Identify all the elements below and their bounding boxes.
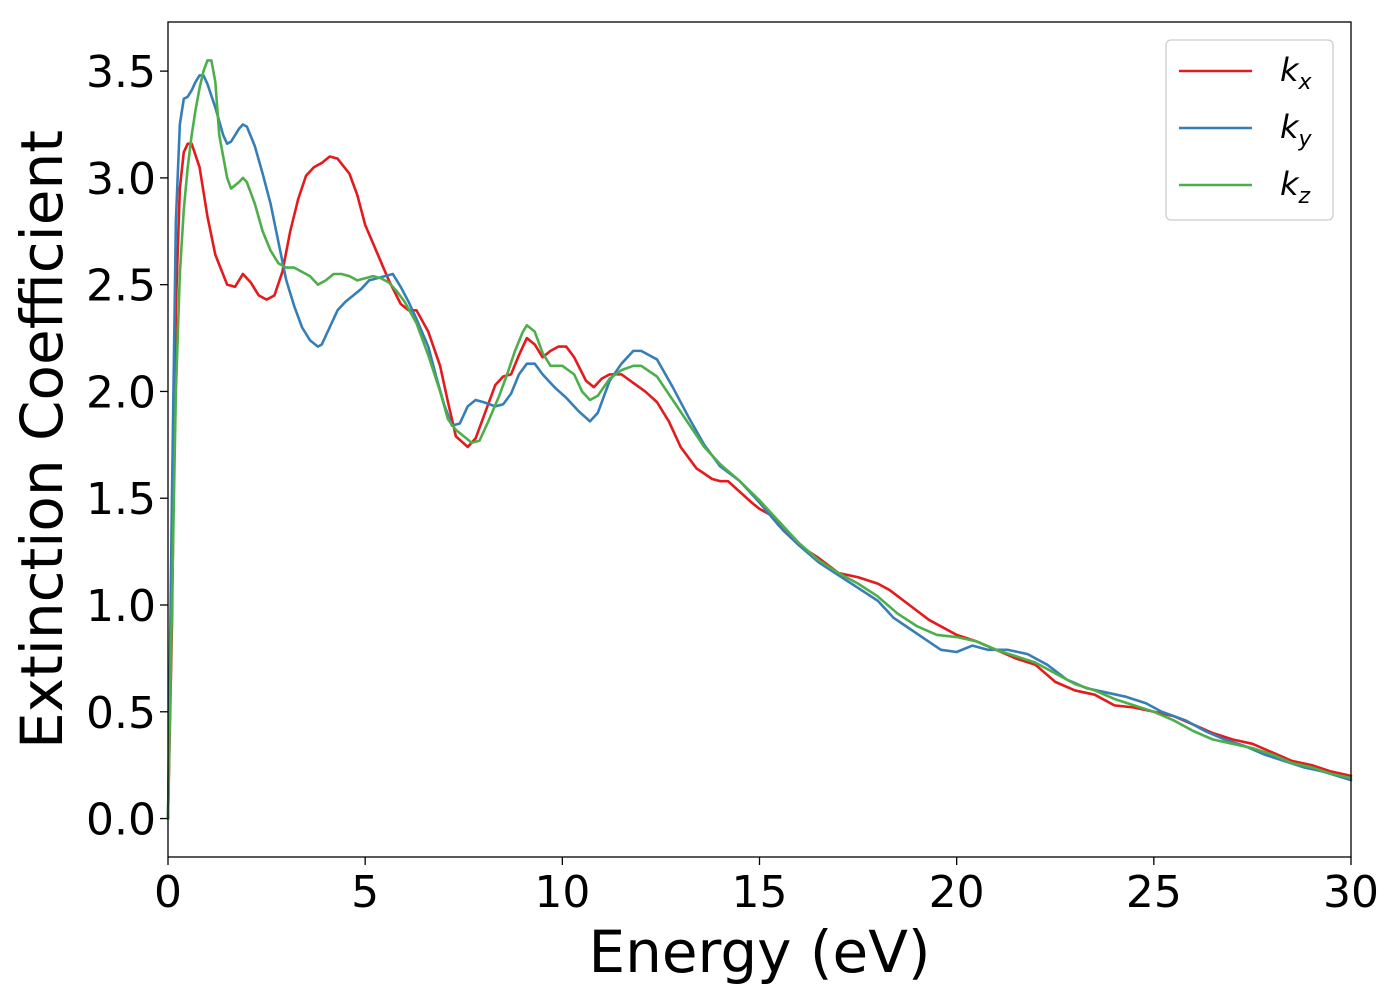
y-tick-label: 2.5 xyxy=(86,261,156,312)
plot-lines xyxy=(166,59,1353,820)
y-tick-label: 1.5 xyxy=(86,474,156,525)
legend: kx ky kz xyxy=(1165,39,1334,221)
x-axis-title: Energy (eV) xyxy=(588,918,930,986)
y-axis: 0.0 0.5 1.0 1.5 2.0 2.5 3.0 3.5 xyxy=(86,47,168,846)
y-tick-label: 3.0 xyxy=(86,154,156,205)
x-tick-label: 5 xyxy=(351,867,379,918)
x-tick-label: 10 xyxy=(534,867,590,918)
y-tick-label: 2.0 xyxy=(86,367,156,418)
legend-label-kx: kx xyxy=(1280,51,1313,95)
y-tick-label: 3.5 xyxy=(86,47,156,98)
legend-label-kz: kz xyxy=(1280,165,1311,209)
legend-box xyxy=(1165,39,1334,221)
x-tick-label: 20 xyxy=(929,867,985,918)
x-tick-label: 15 xyxy=(732,867,788,918)
y-axis-title: Extinction Coefficient xyxy=(8,130,76,749)
x-tick-label: 25 xyxy=(1126,867,1182,918)
y-tick-label: 0.0 xyxy=(86,795,156,846)
series-line-kx xyxy=(166,142,1353,820)
y-tick-label: 1.0 xyxy=(86,581,156,632)
legend-label-ky: ky xyxy=(1280,108,1313,152)
series-line-kz xyxy=(166,59,1353,820)
series-line-ky xyxy=(166,74,1353,820)
x-tick-label: 30 xyxy=(1323,867,1379,918)
x-tick-label: 0 xyxy=(154,867,182,918)
x-axis: 0 5 10 15 20 25 30 xyxy=(154,857,1379,918)
y-tick-label: 0.5 xyxy=(86,688,156,739)
